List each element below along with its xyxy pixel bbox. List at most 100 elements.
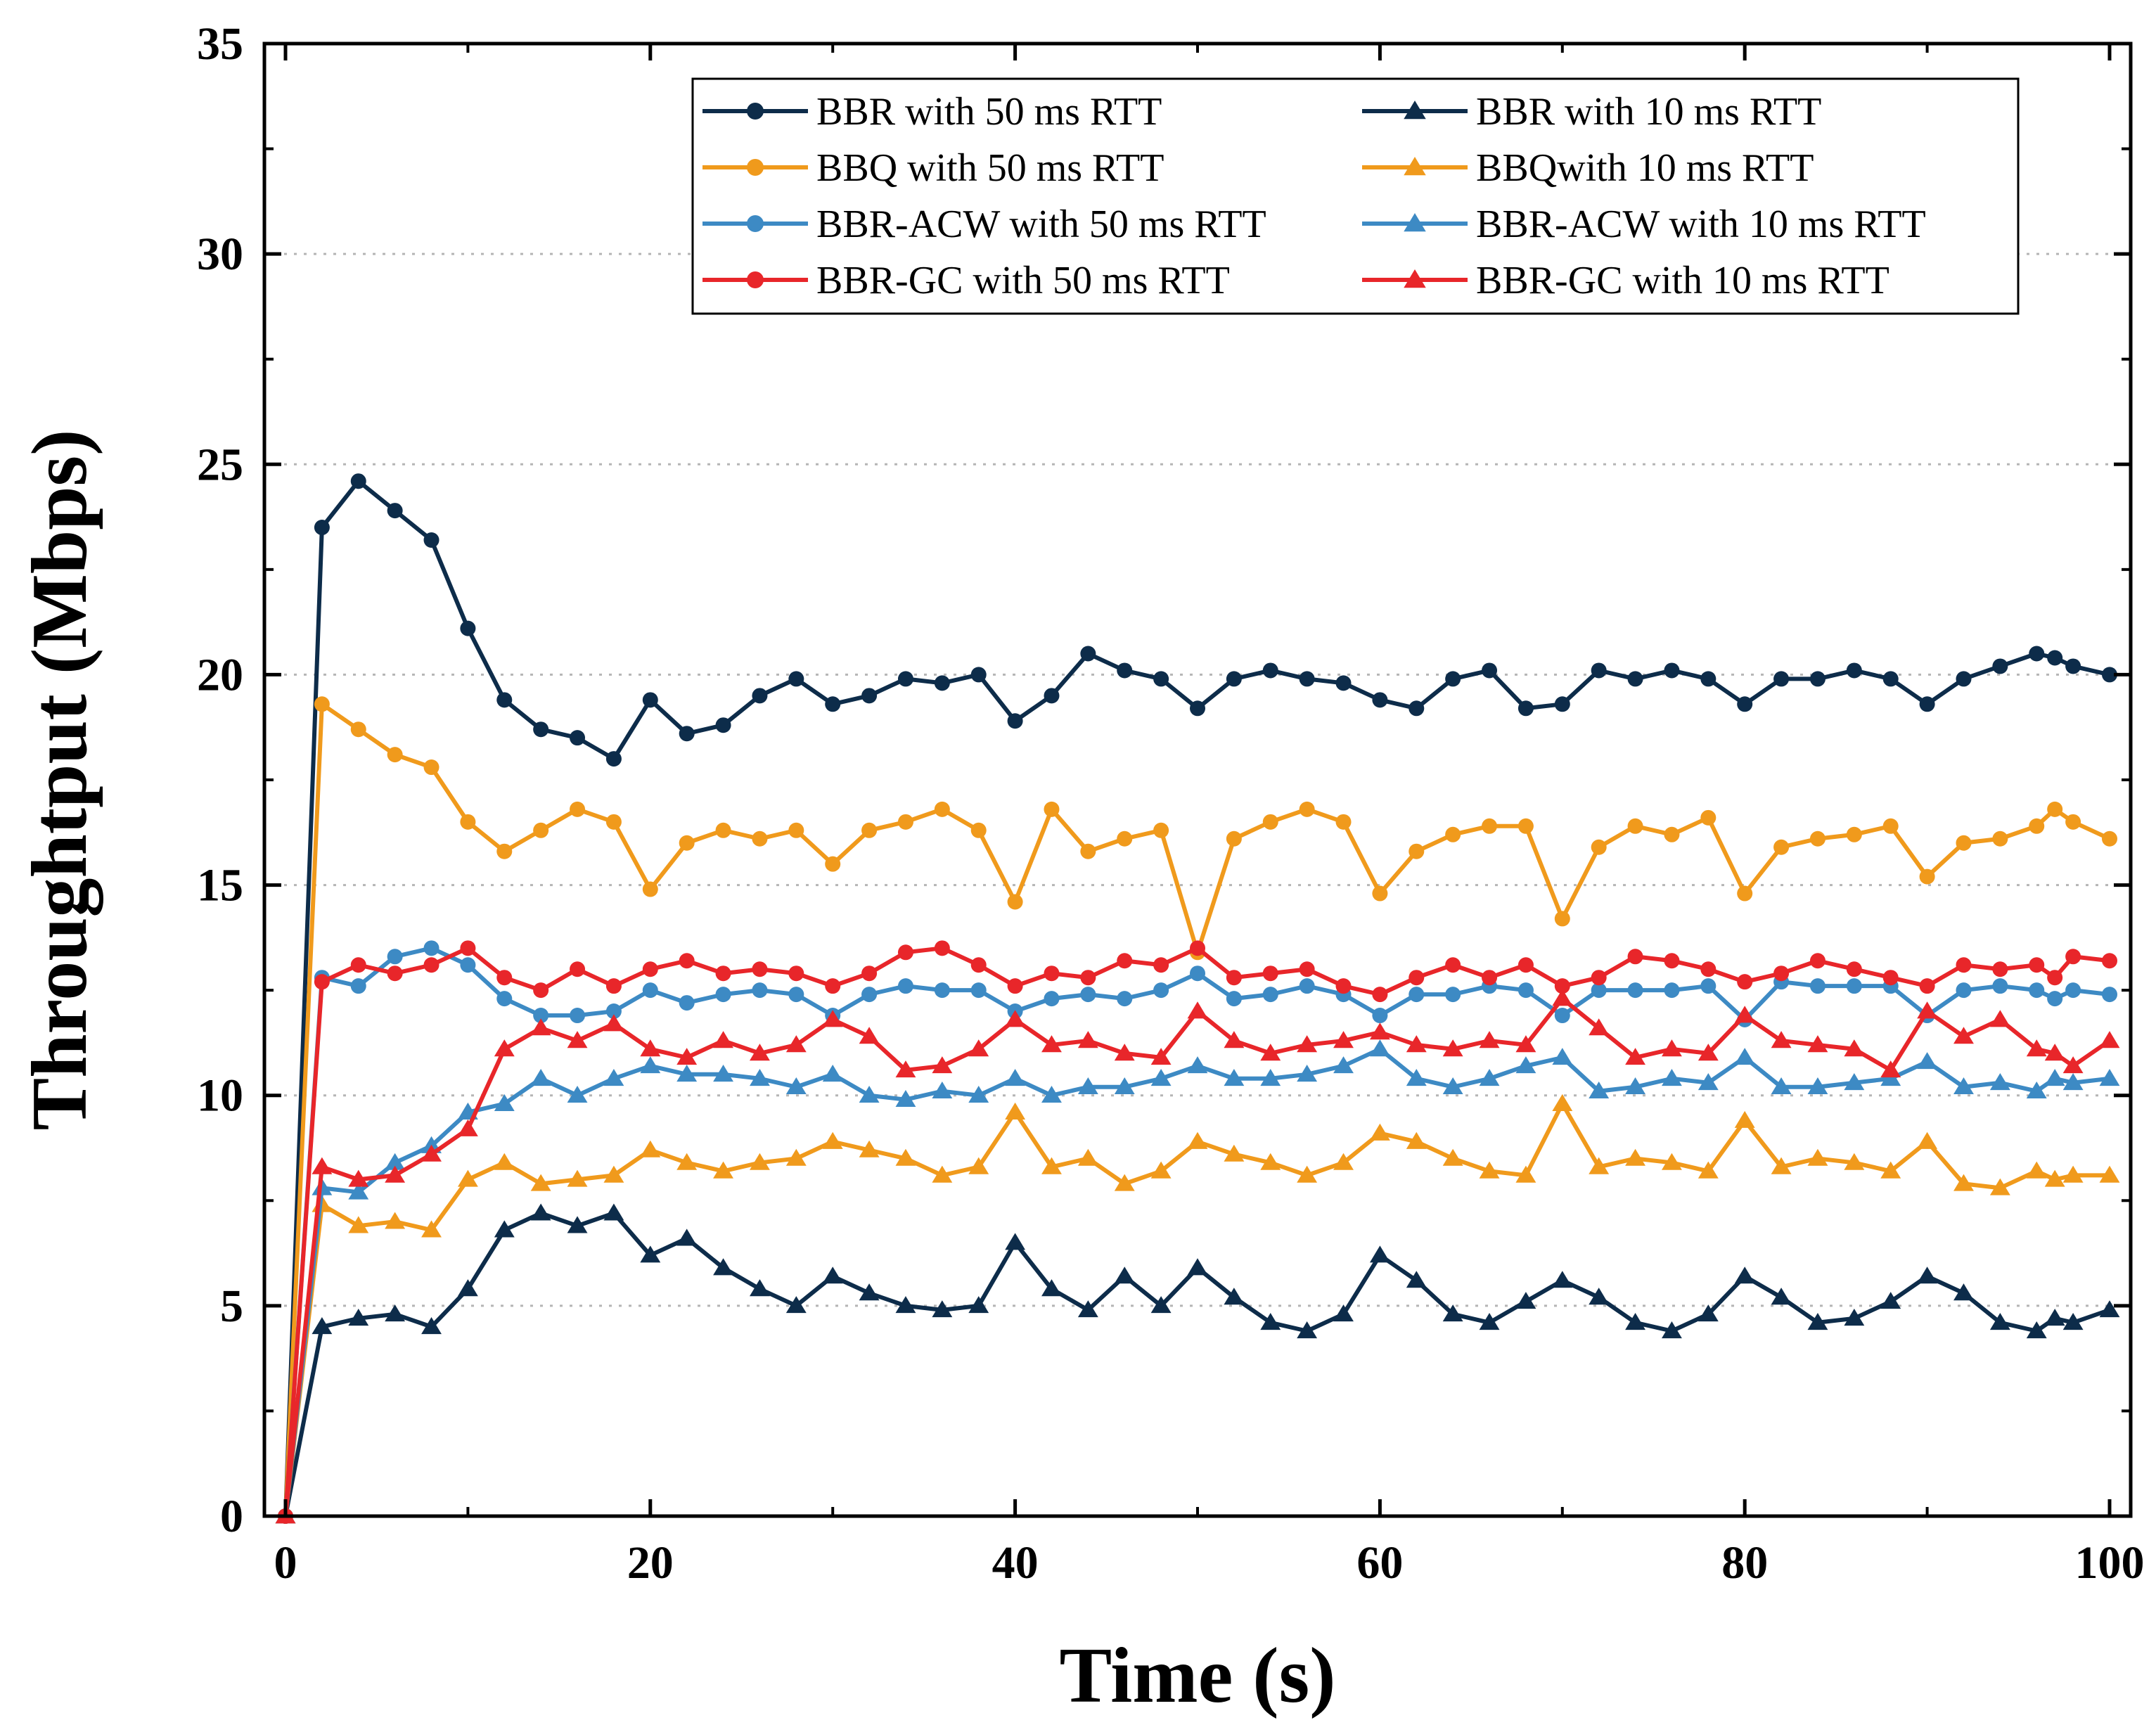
data-point [423, 532, 439, 548]
data-point [1734, 1110, 1755, 1128]
x-tick-label: 20 [627, 1537, 674, 1589]
data-point [1844, 1073, 1865, 1091]
data-point [1989, 1010, 2010, 1027]
data-point [1187, 1001, 1208, 1019]
data-point [861, 688, 878, 704]
data-point [1117, 662, 1133, 679]
data-point [1773, 839, 1790, 855]
data-point [1552, 989, 1573, 1006]
data-point [1406, 1069, 1427, 1086]
data-point [421, 1144, 442, 1162]
data-point [570, 1008, 586, 1024]
y-tick-label: 35 [197, 18, 243, 70]
data-point [1589, 1288, 1610, 1305]
data-point [934, 675, 950, 691]
data-point [2029, 646, 2045, 662]
data-point [2026, 1081, 2047, 1099]
data-point [460, 620, 476, 636]
data-point [713, 1258, 733, 1276]
data-point [1809, 671, 1825, 687]
data-point [1589, 1018, 1610, 1036]
data-point [752, 830, 768, 847]
data-point [1409, 970, 1425, 986]
data-point [605, 978, 622, 994]
data-point [1005, 1069, 1026, 1086]
data-point [312, 1317, 333, 1335]
data-point [350, 957, 366, 973]
data-point [1077, 1300, 1098, 1318]
data-point [494, 1153, 515, 1170]
y-axis-title: Throughtput (Mbps) [16, 430, 103, 1131]
data-point [1260, 1313, 1281, 1330]
data-point [715, 966, 731, 982]
x-tick-label: 80 [1721, 1537, 1768, 1589]
data-point [1992, 658, 2008, 674]
data-point [2099, 1069, 2120, 1086]
data-point [387, 503, 403, 519]
data-point [1080, 970, 1096, 986]
data-point [713, 1161, 733, 1179]
legend-entry: BBR-ACW with 50 ms RTT [702, 203, 1266, 246]
data-point [314, 696, 330, 712]
data-point [2047, 991, 2063, 1007]
data-point [2047, 650, 2063, 666]
data-point [785, 1035, 807, 1053]
legend-swatch-marker [747, 159, 764, 176]
data-point [676, 1153, 698, 1170]
data-point [1844, 1153, 1865, 1170]
data-point [2026, 1321, 2047, 1339]
series-3 [275, 1093, 2120, 1524]
data-point [968, 1296, 989, 1314]
data-point [1552, 1093, 1573, 1111]
x-tick-label: 60 [1356, 1537, 1403, 1589]
legend: BBR with 50 ms RTT BBR with 10 ms RTT BBQ … [691, 77, 2020, 315]
x-axis-title: Time (s) [1060, 1632, 1336, 1719]
data-point [676, 1229, 698, 1246]
data-point [1077, 1077, 1098, 1095]
data-point [1260, 1044, 1281, 1061]
data-point [1627, 949, 1643, 965]
series-line [283, 946, 2110, 1517]
data-point [1409, 700, 1425, 717]
data-point [1479, 1313, 1500, 1330]
legend-label: BBQwith 10 ms RTT [1476, 146, 1814, 190]
data-point [750, 1069, 770, 1086]
data-point [1369, 1123, 1390, 1141]
data-point [679, 953, 695, 969]
data-point [1846, 662, 1862, 679]
data-point [1117, 830, 1133, 847]
data-point [570, 730, 586, 746]
data-point [1664, 826, 1680, 842]
data-point [460, 940, 476, 956]
legend-entry: BBQwith 10 ms RTT [1362, 146, 1814, 190]
data-point [713, 1031, 733, 1048]
data-point [1297, 1321, 1318, 1339]
data-point [752, 982, 768, 999]
data-point [1044, 991, 1060, 1007]
data-point [1700, 961, 1717, 977]
data-point [1260, 1153, 1281, 1170]
data-point [1807, 1035, 1828, 1053]
series-0 [278, 473, 2117, 1524]
data-point [530, 1174, 551, 1191]
legend-swatch-marker [747, 103, 764, 120]
data-point [750, 1153, 770, 1170]
y-tick-label: 25 [197, 439, 243, 490]
data-point [1187, 1258, 1208, 1276]
data-point [1517, 818, 1534, 834]
legend-label: BBR-ACW with 10 ms RTT [1476, 203, 1926, 246]
data-point [1479, 1031, 1500, 1048]
data-point [1773, 671, 1790, 687]
data-point [785, 1077, 807, 1095]
data-point [970, 667, 987, 683]
data-point [861, 966, 878, 982]
data-point [570, 801, 586, 817]
series-line [283, 1046, 2110, 1517]
data-point [1372, 885, 1388, 902]
data-point [2065, 658, 2081, 674]
data-point [1554, 696, 1570, 712]
data-point [1187, 1056, 1208, 1074]
data-point [1041, 1279, 1062, 1297]
data-point [1698, 1073, 1719, 1091]
x-tick-label: 40 [992, 1537, 1039, 1589]
